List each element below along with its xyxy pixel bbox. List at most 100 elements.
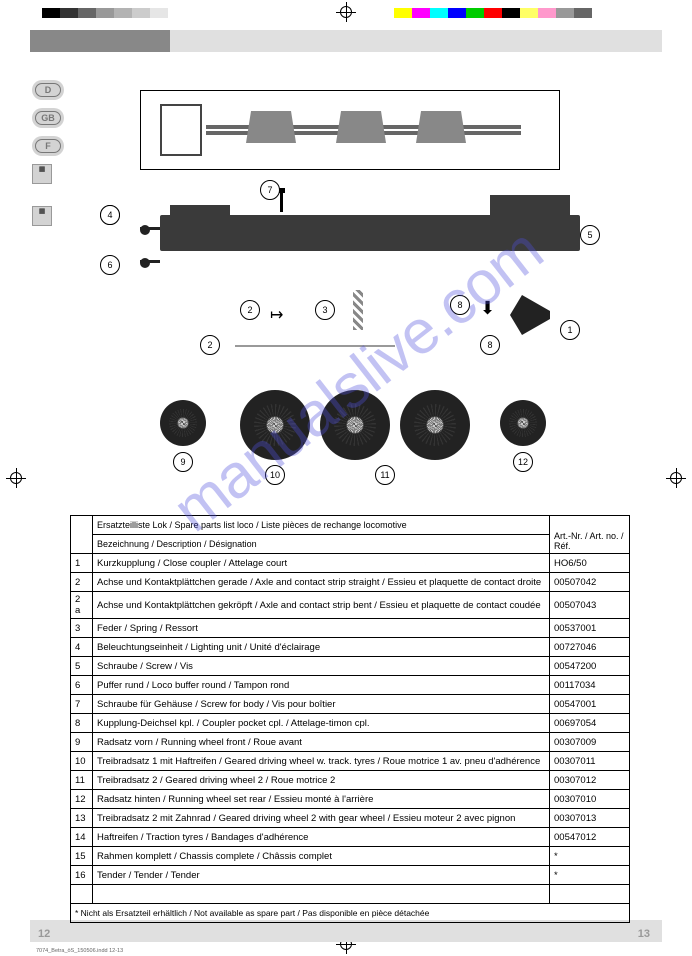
cell-num: 7	[71, 695, 93, 714]
cell-num	[71, 885, 93, 904]
cell-art: 00547200	[550, 657, 630, 676]
cell-num: 2 a	[71, 592, 93, 619]
cell-desc	[93, 885, 550, 904]
cell-art: *	[550, 866, 630, 885]
parts-table: Ersatzteilliste Lok / Spare parts list l…	[70, 515, 630, 923]
cell-desc: Treibradsatz 1 mit Haftreifen / Geared d…	[93, 752, 550, 771]
color-bar-left	[42, 8, 168, 18]
callout-11: 11	[375, 465, 395, 485]
table-footnote: * Nicht als Ersatzteil erhältlich / Not …	[71, 904, 630, 923]
table-row: 2Achse und Kontaktplättchen gerade / Axl…	[71, 573, 630, 592]
registration-mark	[6, 468, 26, 488]
cell-num: 14	[71, 828, 93, 847]
cell-art: 00307012	[550, 771, 630, 790]
registration-mark	[336, 2, 356, 22]
page-number-left: 12	[38, 928, 50, 940]
table-row: 9Radsatz vorn / Running wheel front / Ro…	[71, 733, 630, 752]
cell-num: 5	[71, 657, 93, 676]
footer-bar	[30, 920, 662, 942]
fine-print: 7074_Betra_öS_150506.indd 12-13	[36, 948, 123, 954]
callout-2b: 2	[200, 335, 220, 355]
color-bar-right	[394, 8, 592, 18]
wheel-large-3	[400, 390, 470, 460]
lang-d: D	[32, 80, 64, 100]
cell-desc: Schraube für Gehäuse / Screw for body / …	[93, 695, 550, 714]
table-row: 7Schraube für Gehäuse / Screw for body /…	[71, 695, 630, 714]
cell-desc: Achse und Kontaktplättchen gekröpft / Ax…	[93, 592, 550, 619]
table-row: 6Puffer rund / Loco buffer round / Tampo…	[71, 676, 630, 695]
table-row: 10Treibradsatz 1 mit Haftreifen / Geared…	[71, 752, 630, 771]
table-footnote-row: * Nicht als Ersatzteil erhältlich / Not …	[71, 904, 630, 923]
cell-num: 8	[71, 714, 93, 733]
cell-desc: Kupplung-Deichsel kpl. / Coupler pocket …	[93, 714, 550, 733]
parts-diagram: 6 6 7 5 2 ↦ 3 8 ⬇ 1 2 8 9 10	[140, 90, 640, 500]
cell-num: 1	[71, 554, 93, 573]
cell-num: 10	[71, 752, 93, 771]
cell-desc: Haftreifen / Traction tyres / Bandages d…	[93, 828, 550, 847]
table-row: 5Schraube / Screw / Vis00547200	[71, 657, 630, 676]
lighting-unit-box	[140, 90, 560, 170]
cell-desc: Rahmen komplett / Chassis complete / Châ…	[93, 847, 550, 866]
language-badges: D GB F ▦ ▦	[32, 80, 64, 236]
cell-art: 00547001	[550, 695, 630, 714]
rod-icon	[235, 345, 395, 347]
callout-5: 5	[580, 225, 600, 245]
callout-9: 9	[173, 452, 193, 472]
cell-art: 00697054	[550, 714, 630, 733]
table-row: 16Tender / Tender / Tender*	[71, 866, 630, 885]
cell-desc: Radsatz vorn / Running wheel front / Rou…	[93, 733, 550, 752]
cell-art: 00117034	[550, 676, 630, 695]
callout-10: 10	[265, 465, 285, 485]
cell-num: 3	[71, 619, 93, 638]
col-num	[71, 516, 93, 554]
cell-num: 4	[71, 638, 93, 657]
cell-num: 13	[71, 809, 93, 828]
icon-box-1: ▦	[32, 164, 52, 184]
table-row: 8Kupplung-Deichsel kpl. / Coupler pocket…	[71, 714, 630, 733]
callout-8b: 8	[480, 335, 500, 355]
cell-art: 00727046	[550, 638, 630, 657]
table-row: 12Radsatz hinten / Running wheel set rea…	[71, 790, 630, 809]
wheel-small-front	[160, 400, 206, 446]
cell-num: 9	[71, 733, 93, 752]
wheel-large-2	[320, 390, 390, 460]
lang-gb: GB	[32, 108, 64, 128]
cell-desc: Treibradsatz 2 / Geared driving wheel 2 …	[93, 771, 550, 790]
icon-box-2: ▦	[32, 206, 52, 226]
callout-2: 2	[240, 300, 260, 320]
table-row: 2 aAchse und Kontaktplättchen gekröpft /…	[71, 592, 630, 619]
table-row	[71, 885, 630, 904]
table-row: 3Feder / Spring / Ressort00537001	[71, 619, 630, 638]
cell-desc: Tender / Tender / Tender	[93, 866, 550, 885]
header-dark-block	[30, 30, 170, 52]
cell-art	[550, 885, 630, 904]
lighting-unit-icon	[141, 91, 561, 171]
cell-art: 00507042	[550, 573, 630, 592]
callout-12: 12	[513, 452, 533, 472]
cell-art: 00307011	[550, 752, 630, 771]
cell-num: 11	[71, 771, 93, 790]
cell-art: 00537001	[550, 619, 630, 638]
callout-7: 7	[260, 180, 280, 200]
cell-desc: Radsatz hinten / Running wheel set rear …	[93, 790, 550, 809]
coupler-icon	[510, 295, 550, 335]
cell-art: 00507043	[550, 592, 630, 619]
cell-art: 00307009	[550, 733, 630, 752]
table-row: 4Beleuchtungseinheit / Lighting unit / U…	[71, 638, 630, 657]
table-row: 1Kurzkupplung / Close coupler / Attelage…	[71, 554, 630, 573]
chassis-icon	[140, 185, 610, 285]
page-number-right: 13	[638, 928, 650, 940]
wheel-small-rear	[500, 400, 546, 446]
cell-art: 00547012	[550, 828, 630, 847]
table-header-sub: Bezeichnung / Description / Désignation	[93, 535, 550, 554]
registration-mark	[666, 468, 686, 488]
spring-icon	[353, 290, 363, 330]
table-header-main: Ersatzteilliste Lok / Spare parts list l…	[93, 516, 550, 535]
callout-4: 4	[100, 205, 120, 225]
cell-art: 00307010	[550, 790, 630, 809]
cell-num: 12	[71, 790, 93, 809]
callout-1: 1	[560, 320, 580, 340]
callout-8: 8	[450, 295, 470, 315]
table-row: 13Treibradsatz 2 mit Zahnrad / Geared dr…	[71, 809, 630, 828]
lang-f: F	[32, 136, 64, 156]
